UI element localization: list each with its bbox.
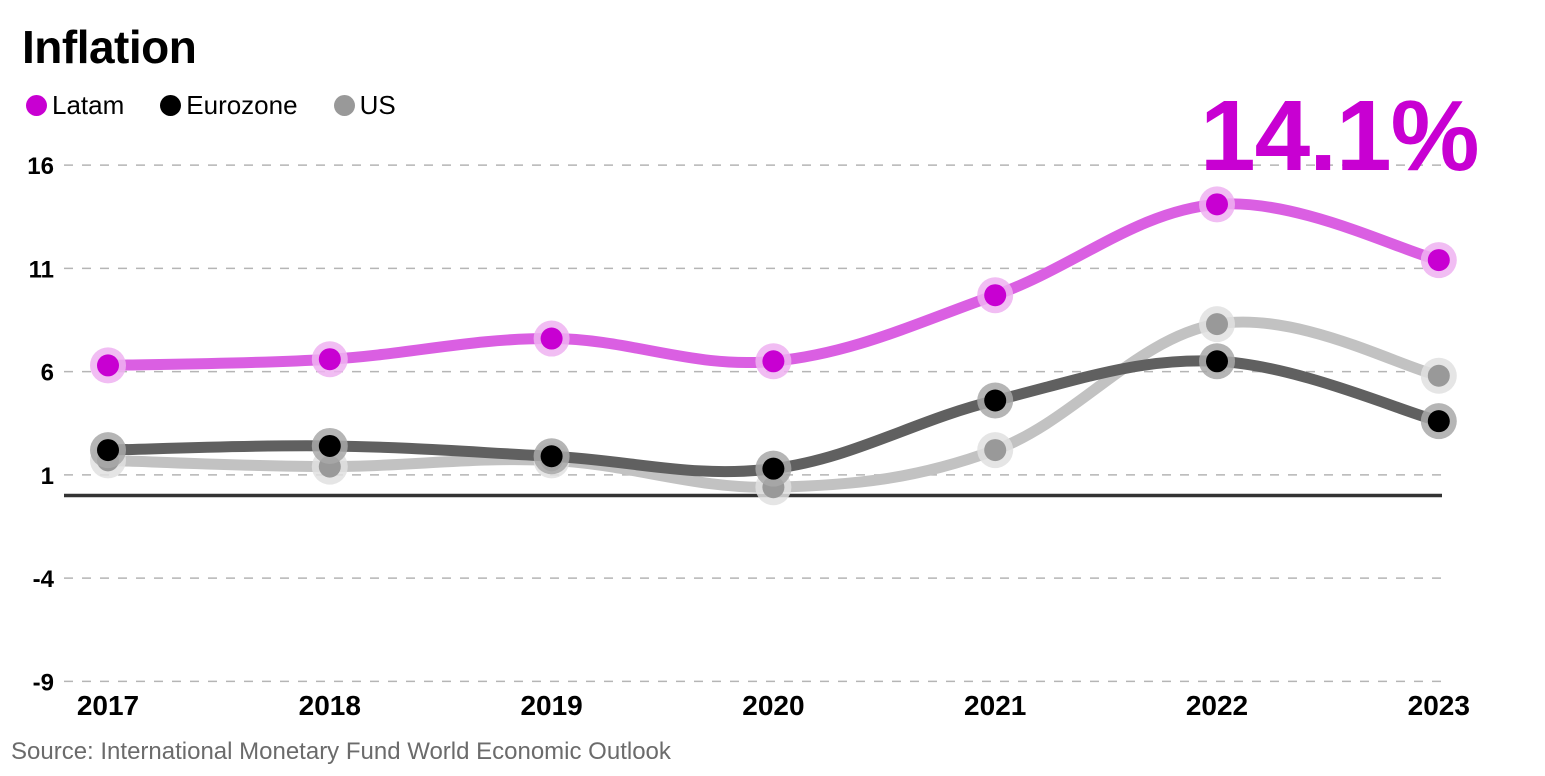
highlight-callout: 14.1% xyxy=(1200,80,1480,192)
x-axis-ticks: 2017 2018 2019 2020 2021 2022 2023 xyxy=(77,690,1470,721)
data-point-latam-2019 xyxy=(540,327,563,350)
data-point-latam-2023 xyxy=(1427,249,1450,272)
data-point-eurozone-2023 xyxy=(1427,410,1450,433)
legend-item-latam: Latam xyxy=(26,90,124,121)
series-line-latam xyxy=(102,198,1445,371)
data-point-eurozone-2021 xyxy=(984,389,1007,412)
data-point-latam-2020 xyxy=(762,350,785,373)
series-layer xyxy=(90,186,1457,506)
data-point-eurozone-2019 xyxy=(540,445,563,468)
data-point-us-2022 xyxy=(1206,313,1228,336)
x-tick-label: 2020 xyxy=(742,690,804,721)
x-tick-label: 2022 xyxy=(1186,690,1248,721)
legend-dot-us xyxy=(333,95,355,116)
data-point-eurozone-2022 xyxy=(1206,350,1228,373)
legend-item-us: US xyxy=(333,90,396,121)
data-point-eurozone-2020 xyxy=(762,457,785,480)
legend-dot-latam xyxy=(26,95,47,116)
x-tick-label: 2021 xyxy=(964,690,1026,721)
data-point-us-2023 xyxy=(1427,364,1450,387)
data-point-us-2021 xyxy=(984,439,1007,462)
legend-dot-eurozone xyxy=(160,95,182,116)
x-tick-label: 2023 xyxy=(1408,690,1470,721)
data-point-latam-2018 xyxy=(318,348,341,371)
y-tick-label: 6 xyxy=(41,360,54,387)
y-tick-label: -4 xyxy=(33,566,55,593)
y-tick-label: -9 xyxy=(33,669,54,696)
chart-title: Inflation xyxy=(22,21,197,73)
series-latam xyxy=(90,186,1457,384)
data-point-latam-2022 xyxy=(1206,193,1228,216)
legend-item-eurozone: Eurozone xyxy=(160,90,298,121)
legend-label-latam: Latam xyxy=(52,90,125,120)
series-eurozone xyxy=(90,343,1457,487)
source-note: Source: International Monetary Fund Worl… xyxy=(11,738,671,765)
x-tick-label: 2018 xyxy=(299,690,361,721)
data-point-latam-2017 xyxy=(97,354,119,377)
y-tick-label: 11 xyxy=(29,256,54,283)
legend-label-eurozone: Eurozone xyxy=(186,90,298,120)
x-tick-label: 2019 xyxy=(520,690,582,721)
legend: Latam Eurozone US xyxy=(26,90,432,121)
data-point-eurozone-2018 xyxy=(318,434,341,457)
data-point-eurozone-2017 xyxy=(97,439,119,462)
data-point-latam-2021 xyxy=(984,284,1007,307)
x-tick-label: 2017 xyxy=(77,690,139,721)
y-axis-ticks: 16 11 6 1 -4 -9 xyxy=(27,153,54,696)
legend-label-us: US xyxy=(359,90,396,120)
y-tick-label: 1 xyxy=(41,463,54,490)
y-tick-label: 16 xyxy=(27,153,54,180)
gridlines xyxy=(64,164,1442,683)
